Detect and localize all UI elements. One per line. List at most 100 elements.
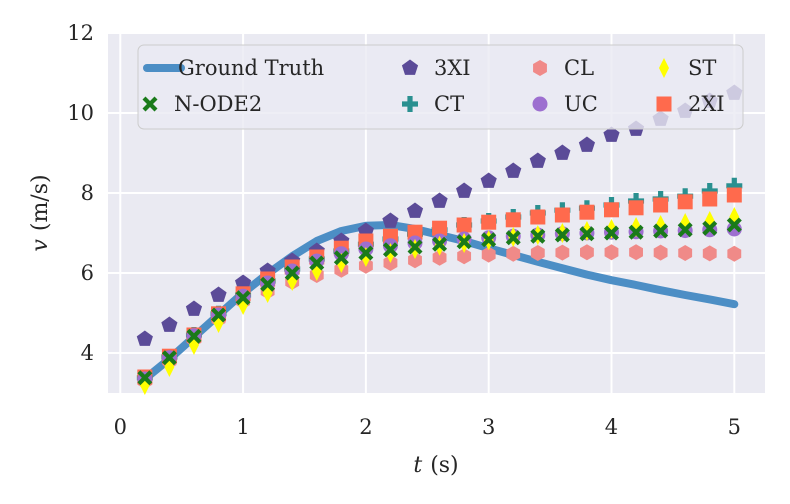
data-point-n-ode2 — [702, 220, 718, 236]
data-point-n-ode2 — [628, 224, 644, 240]
y-tick-label: 6 — [81, 261, 94, 285]
data-point-3xi — [406, 202, 424, 218]
data-point-n-ode2 — [358, 245, 374, 261]
x-tick-label: 1 — [236, 415, 249, 439]
x-tick-label: 2 — [359, 415, 372, 439]
data-point-cl — [555, 244, 570, 261]
data-point-n-ode2 — [235, 290, 251, 306]
data-point-cl — [678, 245, 693, 261]
y-tick-label: 4 — [81, 341, 94, 365]
data-point-3xi — [529, 152, 546, 168]
data-point-3xi — [554, 144, 571, 160]
legend-marker-uc — [532, 96, 548, 112]
data-point-n-ode2 — [284, 265, 300, 281]
legend-label-ct: CT — [434, 92, 464, 116]
data-point-2xi — [677, 194, 693, 210]
data-point-cl — [653, 244, 668, 261]
legend-label-ground-truth: Ground Truth — [178, 56, 324, 80]
data-point-n-ode2 — [653, 223, 669, 239]
data-point-cl — [457, 248, 472, 265]
data-point-ct — [701, 183, 718, 199]
data-point-cl — [580, 244, 594, 261]
series-n-ode2 — [137, 217, 742, 386]
data-point-cl — [727, 245, 742, 262]
data-point-2xi — [653, 197, 669, 213]
data-point-uc — [726, 221, 742, 237]
data-point-2xi — [432, 220, 448, 236]
data-point-2xi — [530, 209, 546, 225]
x-tick-label: 0 — [114, 415, 127, 439]
data-point-3xi — [185, 300, 203, 316]
data-point-cl — [408, 252, 422, 269]
data-point-cl — [604, 244, 619, 261]
legend-marker-cl — [533, 60, 547, 76]
data-point-n-ode2 — [481, 232, 497, 248]
data-point-3xi — [456, 182, 473, 198]
data-point-n-ode2 — [333, 250, 349, 266]
legend-item-2xi: 2XI — [656, 92, 725, 116]
legend-marker-2xi — [656, 96, 672, 112]
data-point-2xi — [505, 212, 521, 228]
data-point-3xi — [382, 212, 399, 228]
x-axis-label: t (s) — [413, 453, 458, 478]
data-point-n-ode2 — [677, 222, 693, 238]
legend-frame — [137, 44, 744, 130]
data-point-2xi — [456, 217, 472, 233]
data-point-n-ode2 — [505, 230, 521, 246]
legend-label-n-ode2: N-ODE2 — [174, 92, 262, 116]
data-point-cl — [432, 249, 447, 266]
legend-item-n-ode2: N-ODE2 — [142, 92, 262, 116]
legend-marker-n-ode2 — [142, 96, 158, 112]
data-point-n-ode2 — [260, 276, 276, 292]
data-point-2xi — [603, 202, 619, 218]
data-point-n-ode2 — [604, 225, 619, 241]
data-point-n-ode2 — [407, 239, 423, 255]
data-point-n-ode2 — [382, 242, 398, 258]
legend-item-cl: CL — [533, 56, 594, 80]
y-tick-label: 8 — [81, 181, 94, 205]
legend-item-ct: CT — [402, 92, 464, 116]
legend-item-st: ST — [659, 56, 716, 80]
legend-label-3xi: 3XI — [434, 56, 471, 80]
data-point-3xi — [603, 126, 620, 142]
legend-label-2xi: 2XI — [688, 92, 725, 116]
data-point-n-ode2 — [456, 234, 472, 250]
data-point-2xi — [579, 204, 595, 220]
data-point-cl — [506, 245, 521, 262]
data-point-cl — [481, 246, 496, 263]
legend-item-ground-truth: Ground Truth — [143, 56, 324, 80]
data-point-2xi — [628, 200, 644, 216]
legend-marker-3xi — [401, 59, 419, 75]
data-point-n-ode2 — [309, 255, 325, 271]
data-point-n-ode2 — [579, 226, 595, 242]
data-point-n-ode2 — [554, 227, 570, 243]
data-point-2xi — [702, 191, 718, 207]
data-point-3xi — [210, 286, 227, 302]
legend-label-st: ST — [688, 56, 716, 80]
legend-item-uc: UC — [532, 92, 598, 116]
y-axis-label: v(m/s) — [28, 174, 53, 251]
data-point-n-ode2 — [186, 328, 202, 344]
legend-marker-st — [659, 58, 669, 78]
x-tick-label: 3 — [482, 415, 495, 439]
data-marks — [136, 84, 743, 395]
data-point-2xi — [481, 214, 497, 230]
data-point-n-ode2 — [432, 236, 448, 252]
data-point-cl — [530, 245, 545, 261]
legend-label-cl: CL — [564, 56, 594, 80]
data-point-n-ode2 — [161, 350, 177, 366]
data-point-2xi — [554, 207, 570, 223]
data-point-n-ode2 — [137, 370, 153, 386]
data-point-ct — [726, 177, 743, 194]
data-point-3xi — [431, 192, 448, 208]
data-point-2xi — [407, 224, 423, 240]
y-tick-label: 10 — [67, 101, 94, 125]
data-point-cl — [702, 245, 717, 262]
y-tick-label: 12 — [67, 21, 94, 45]
data-point-3xi — [136, 330, 153, 346]
data-point-2xi — [726, 187, 742, 203]
legend-label-uc: UC — [564, 92, 598, 116]
x-tick-label: 4 — [605, 415, 618, 439]
